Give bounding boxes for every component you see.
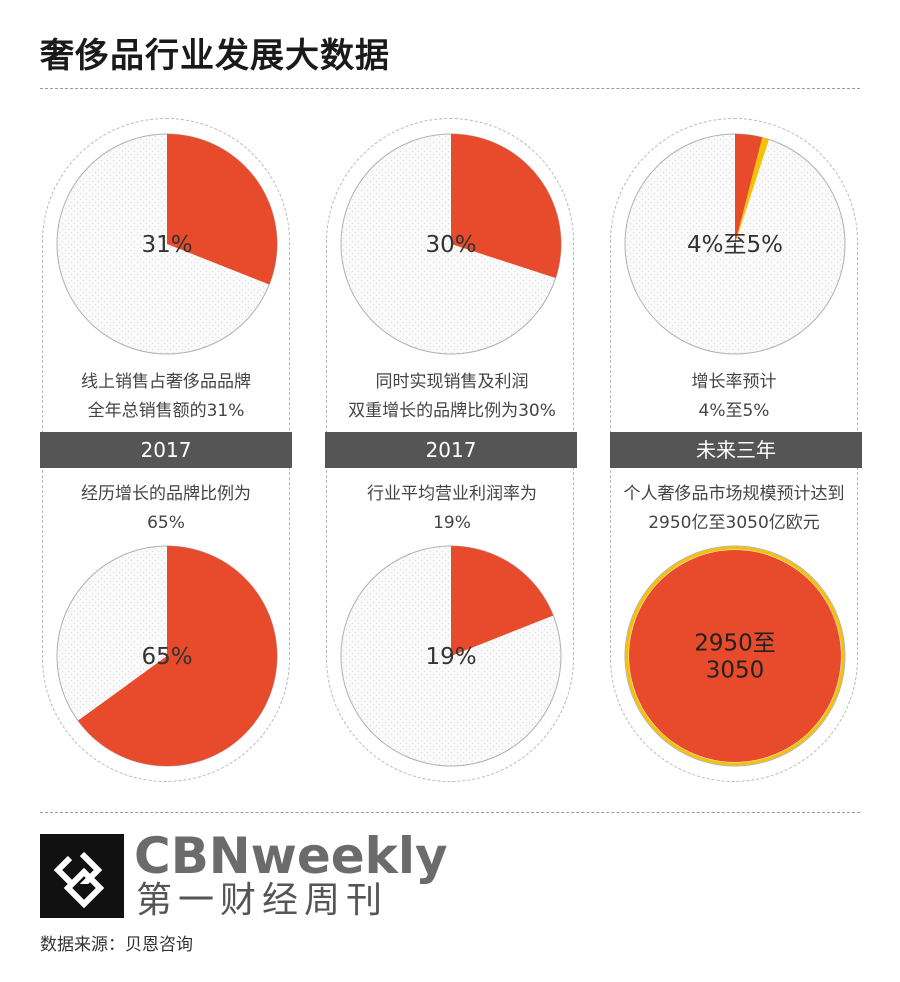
desc-line: 2950亿至3050亿欧元 [648,513,820,533]
desc-profit-margin: 行业平均营业利润率为 19% [322,480,582,538]
brand-name-en: CBNweekly [134,827,448,885]
pie-center-label: 4%至5% [687,232,783,258]
pie-chart-sales-profit-growth: 30% [340,133,562,355]
desc-line: 个人奢侈品市场规模预计达到 [623,484,845,504]
pie-chart-growing-brands: 65% [56,545,278,767]
desc-line: 线上销售占奢侈品品牌 [81,372,251,392]
pie-ring [625,546,845,766]
pie-center-label: 3050 [706,658,765,684]
year-bar-3: 未来三年 [610,432,862,468]
pie-slice [735,134,763,244]
year-bar-1: 2017 [40,432,292,468]
desc-line: 经历增长的品牌比例为 [81,484,251,504]
desc-line: 19% [433,513,471,533]
pie-center-label: 31% [141,232,192,258]
desc-line: 行业平均营业利润率为 [367,484,537,504]
pie-slice [451,546,554,656]
desc-line: 同时实现销售及利润 [375,372,529,392]
desc-market-size: 个人奢侈品市场规模预计达到 2950亿至3050亿欧元 [594,480,874,538]
pie-slice [78,546,277,766]
bottom-divider [40,812,860,813]
pie-slice [451,134,561,278]
year-bar-2: 2017 [325,432,577,468]
desc-online-sales: 线上销售占奢侈品品牌 全年总销售额的31% [36,368,296,426]
desc-growing-brands: 经历增长的品牌比例为 65% [36,480,296,538]
desc-line: 65% [147,513,185,533]
brand-name-cn: 第一财经周刊 [136,880,389,921]
desc-line: 双重增长的品牌比例为30% [348,401,556,421]
desc-line: 增长率预计 [691,372,777,392]
pie-slice [629,550,841,762]
pie-center-label: 30% [425,232,476,258]
top-divider [40,88,860,89]
cbn-logo-icon [40,834,124,918]
pie-slice [735,137,769,244]
pie-center-label: 19% [425,644,476,670]
pie-center-label: 65% [141,644,192,670]
desc-sales-profit-growth: 同时实现销售及利润 双重增长的品牌比例为30% [322,368,582,426]
pie-chart-growth-rate: 4%至5% [624,133,846,355]
page-title: 奢侈品行业发展大数据 [40,36,390,76]
data-source: 数据来源：贝恩咨询 [40,935,193,955]
desc-growth-rate: 增长率预计 4%至5% [604,368,864,426]
desc-line: 4%至5% [698,401,770,421]
pie-chart-profit-margin: 19% [340,545,562,767]
pie-center-label: 2950至 [694,631,776,657]
pie-chart-online-sales: 31% [56,133,278,355]
desc-line: 全年总销售额的31% [87,401,245,421]
pie-slice [167,134,277,285]
